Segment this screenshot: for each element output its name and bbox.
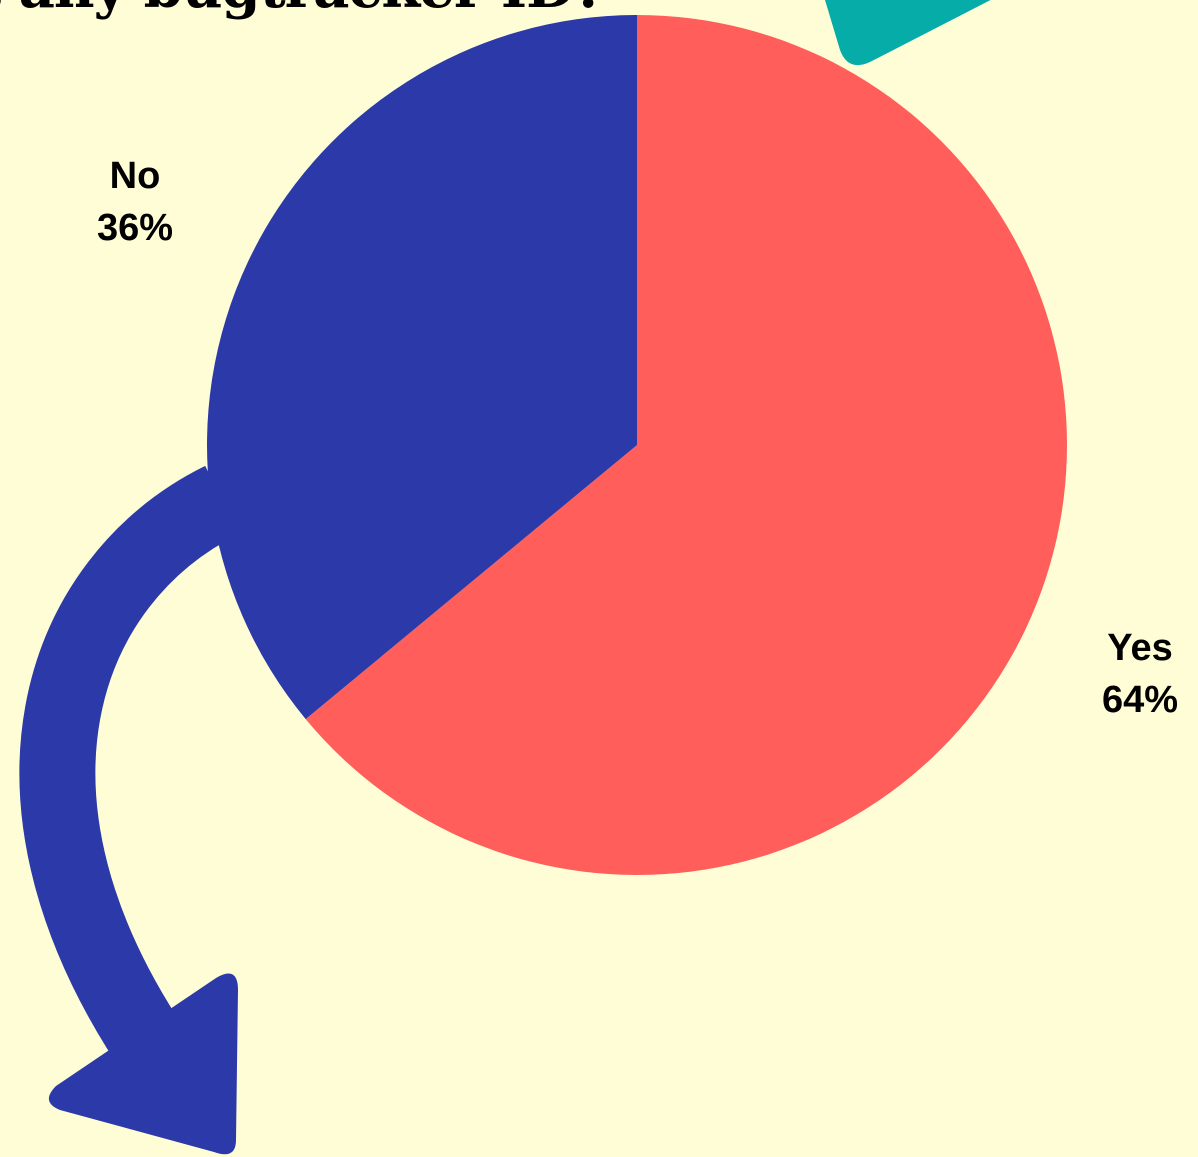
chart-title: at any bugtracker ID? xyxy=(0,0,606,20)
pie-slices xyxy=(207,15,1067,876)
slice-label-yes: Yes 64% xyxy=(1065,622,1198,726)
slice-label-no: No 36% xyxy=(60,150,210,254)
slice-label-yes-percent: 64% xyxy=(1101,679,1179,721)
curved-arrow-down-icon xyxy=(19,465,240,1155)
slice-label-no-name: No xyxy=(109,155,161,197)
teal-arrow-shape-icon xyxy=(825,0,991,65)
slice-label-no-percent: 36% xyxy=(96,207,174,249)
slice-label-yes-name: Yes xyxy=(1107,627,1173,669)
pie-slice-yes xyxy=(305,15,1067,876)
pie-slice-no xyxy=(207,15,638,720)
